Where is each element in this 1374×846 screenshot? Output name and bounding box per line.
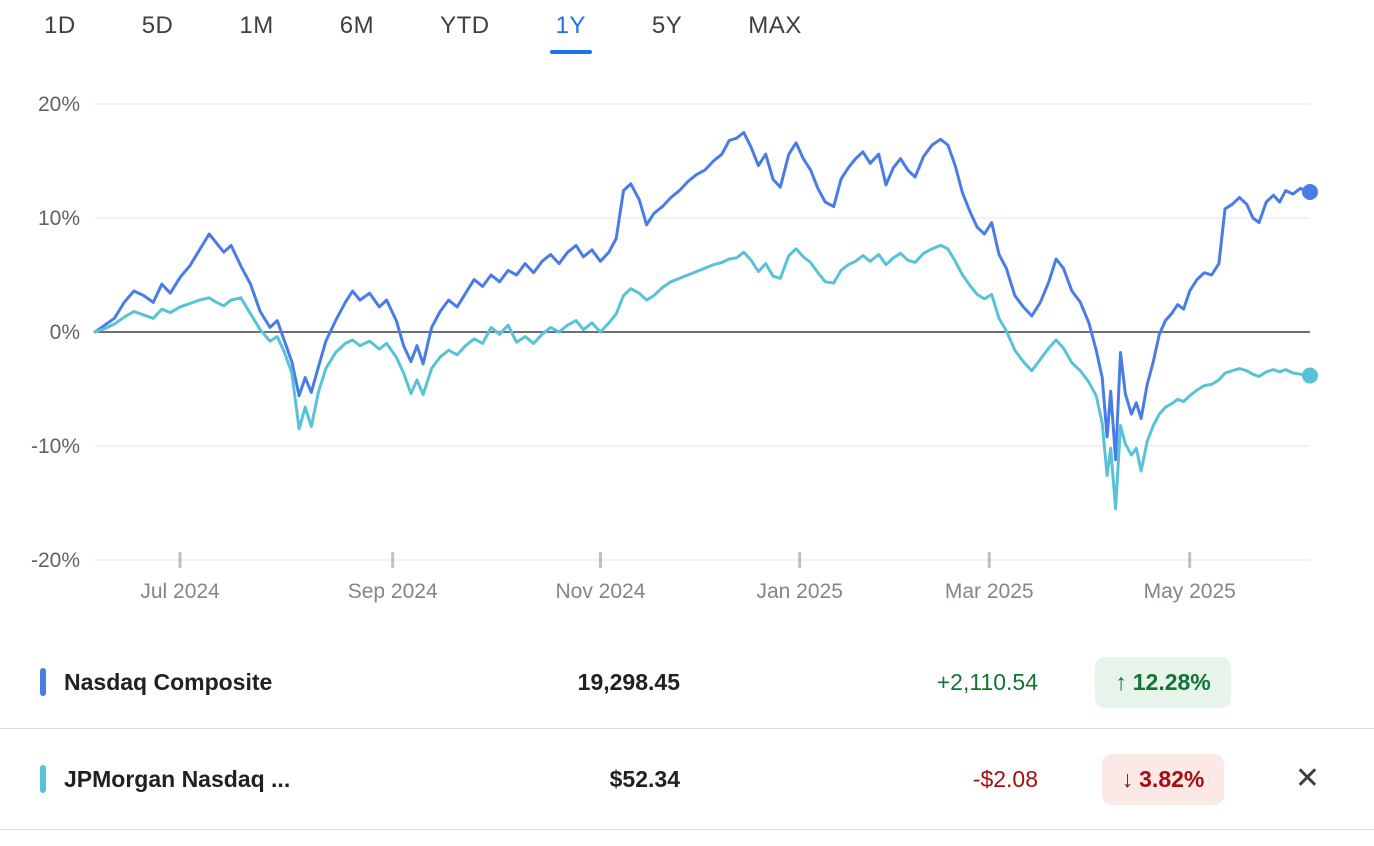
change-value: +2,110.54: [936, 668, 1038, 695]
series-marker: [40, 668, 46, 696]
legend-row-jpmorgan-nasdaq: JPMorgan Nasdaq ... $52.34 -$2.08 ↓ 3.82…: [0, 729, 1374, 830]
comparison-legend: Nasdaq Composite 19,298.45 +2,110.54 ↑ 1…: [0, 636, 1374, 830]
close-icon: ✕: [1294, 761, 1320, 796]
tab-label: 1D: [44, 12, 76, 39]
badge-cell: ↓ 3.82%: [1038, 753, 1288, 805]
arrow-down-icon: ↓: [1121, 765, 1134, 792]
chart-svg[interactable]: 20% 10% 0% -10% -20% Jul 2024 Sep 2024 Nov 2024…: [0, 60, 1374, 626]
svg-text:May 2025: May 2025: [1144, 580, 1236, 603]
series-name: JPMorgan Nasdaq ...: [64, 765, 291, 792]
tab-label: YTD: [440, 12, 490, 39]
tab-label: MAX: [748, 12, 802, 39]
svg-text:20%: 20%: [38, 93, 80, 116]
legend-row-nasdaq-composite: Nasdaq Composite 19,298.45 +2,110.54 ↑ 1…: [0, 636, 1374, 729]
badge-cell: ↑ 12.28%: [1038, 656, 1288, 708]
svg-text:Sep 2024: Sep 2024: [348, 580, 438, 603]
svg-text:10%: 10%: [38, 207, 80, 230]
change-value: -$2.08: [972, 765, 1038, 792]
tab-1d[interactable]: 1D: [44, 12, 76, 54]
series-price: $52.34: [609, 765, 680, 792]
svg-text:Jul 2024: Jul 2024: [140, 580, 220, 603]
svg-text:-10%: -10%: [31, 435, 80, 458]
tab-max[interactable]: MAX: [748, 12, 802, 54]
tab-5d[interactable]: 5D: [142, 12, 174, 54]
arrow-up-icon: ↑: [1115, 668, 1127, 695]
tab-label: 1Y: [555, 12, 586, 39]
remove-comparison-button[interactable]: ✕: [1291, 760, 1324, 798]
price-chart[interactable]: 20% 10% 0% -10% -20% Jul 2024 Sep 2024 Nov 2024…: [0, 60, 1374, 626]
tab-label: 1M: [239, 12, 274, 39]
series-name-cell: Nasdaq Composite: [40, 668, 480, 696]
series-price: 19,298.45: [577, 668, 680, 695]
series-name-cell: JPMorgan Nasdaq ...: [40, 765, 480, 793]
series-name: Nasdaq Composite: [64, 668, 273, 695]
tab-label: 5Y: [651, 12, 683, 39]
tab-label: 5D: [141, 12, 174, 39]
tab-1m[interactable]: 1M: [239, 12, 273, 54]
percent-change: 12.28%: [1132, 668, 1211, 695]
percent-change: 3.82%: [1139, 765, 1205, 792]
percent-badge: ↓ 3.82%: [1101, 753, 1225, 805]
series-marker: [40, 765, 46, 793]
selected-tab-underline: [549, 50, 592, 54]
svg-text:-20%: -20%: [31, 549, 80, 572]
svg-text:0%: 0%: [50, 321, 80, 344]
close-cell: ✕: [1288, 760, 1354, 798]
tab-1y-selected[interactable]: 1Y: [549, 12, 592, 54]
tab-5y[interactable]: 5Y: [652, 12, 682, 54]
tab-label: 6M: [339, 12, 375, 39]
range-tabs-bar: 1D 5D 1M 6M YTD 1Y 5Y MAX: [44, 12, 802, 54]
percent-badge: ↑ 12.28%: [1095, 656, 1231, 708]
svg-text:Jan 2025: Jan 2025: [756, 580, 842, 603]
svg-text:Mar 2025: Mar 2025: [945, 580, 1034, 603]
svg-text:Nov 2024: Nov 2024: [555, 580, 645, 603]
tab-ytd[interactable]: YTD: [440, 12, 490, 54]
tab-6m[interactable]: 6M: [340, 12, 374, 54]
